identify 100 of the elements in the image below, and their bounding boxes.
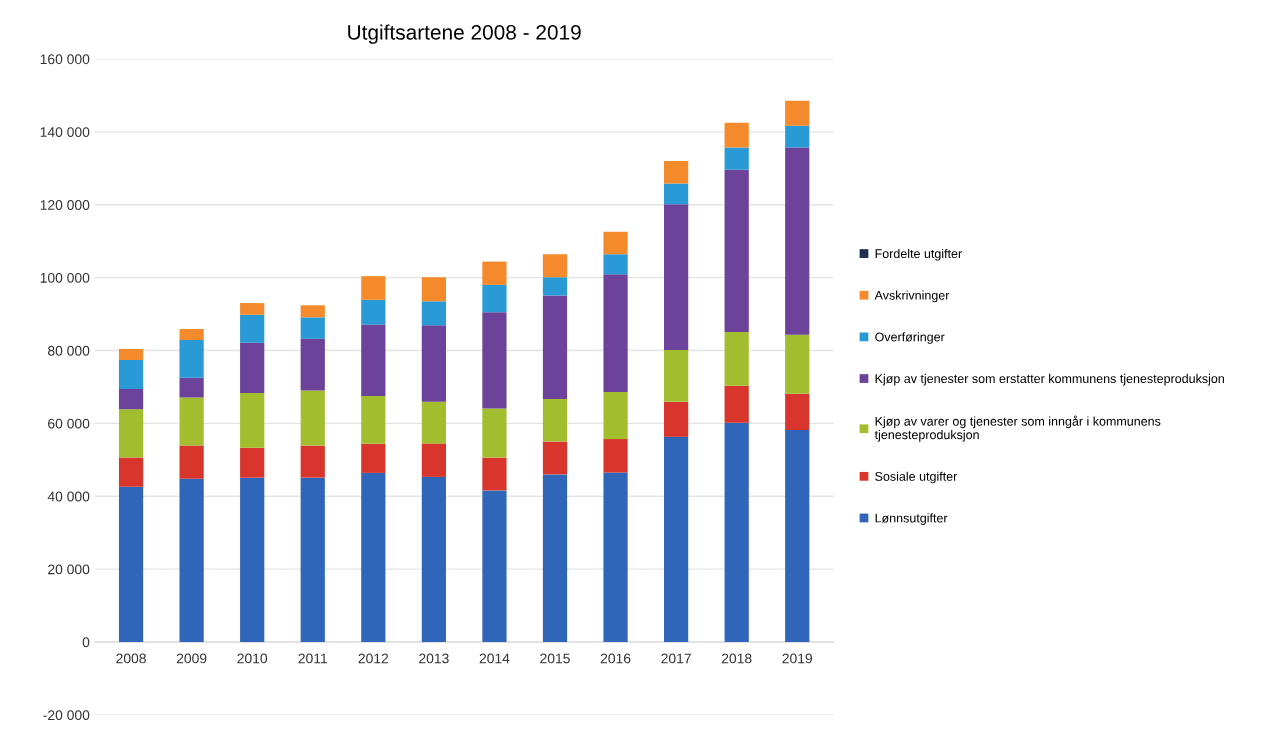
bar (179, 445, 204, 479)
bar (361, 472, 386, 643)
bar (603, 392, 628, 440)
bar (603, 439, 628, 473)
bar (361, 324, 386, 397)
bar (785, 125, 810, 148)
bar (361, 299, 386, 325)
x-tick-label: 2016 (600, 653, 631, 664)
x-tick-label: 2011 (298, 653, 328, 664)
bar (785, 100, 810, 126)
bar (240, 477, 265, 643)
x-tick-label: 2017 (661, 653, 691, 664)
y-tick-label: 80 000 (47, 345, 90, 356)
bar (542, 474, 568, 643)
x-tick-label: 2014 (479, 653, 510, 664)
bar (542, 254, 568, 278)
y-tick-label: 100 000 (40, 272, 90, 283)
bar (785, 429, 810, 643)
bar (724, 385, 749, 423)
legend-label: Overføringer (875, 332, 945, 344)
y-tick-label: 20 000 (48, 564, 90, 575)
bar (361, 276, 386, 300)
bar (724, 147, 749, 170)
bar (664, 183, 689, 205)
bar (179, 397, 204, 446)
bar (118, 409, 144, 458)
bar (785, 334, 810, 394)
legend-label: Lønnsutgifter (875, 513, 948, 525)
x-tick-label: 2012 (358, 653, 389, 664)
bar (664, 160, 689, 184)
bar (664, 401, 689, 437)
bar (240, 314, 265, 343)
bar (724, 122, 749, 148)
bar (603, 254, 628, 275)
bar (482, 408, 507, 458)
bar (603, 274, 628, 393)
bar (300, 477, 325, 643)
y-tick-label: 140 000 (40, 127, 90, 138)
bar (421, 401, 446, 444)
bar (482, 490, 507, 643)
bar (179, 339, 204, 378)
legend-label: Sosiale utgifter (875, 471, 958, 484)
bar (118, 359, 144, 390)
bar (300, 305, 325, 318)
x-tick-label: 2010 (237, 653, 268, 664)
y-tick-label: 40 000 (47, 491, 90, 502)
bar (118, 486, 144, 643)
x-tick-label: 2009 (176, 653, 207, 664)
bar (482, 284, 507, 313)
bar (542, 398, 568, 442)
bar (603, 231, 628, 255)
bar (664, 350, 689, 402)
x-tick-label: 2018 (721, 653, 752, 664)
bar (421, 476, 446, 643)
bar (664, 436, 689, 643)
bar (361, 443, 386, 473)
y-tick-label: -20 000 (43, 710, 90, 721)
bar (118, 457, 144, 487)
bar (421, 443, 446, 477)
bar (240, 447, 265, 478)
bar (482, 457, 507, 491)
bar (361, 396, 386, 444)
bar (118, 389, 144, 410)
bar (603, 472, 628, 643)
bar (664, 204, 689, 351)
bar (421, 301, 446, 326)
bar (300, 338, 325, 391)
bar (240, 303, 265, 315)
bar (179, 328, 204, 340)
bar (300, 445, 325, 478)
bar (724, 422, 749, 643)
legend-label: Fordelte utgifter (875, 248, 962, 261)
chart-title: Utgiftsartene 2008 - 2019 (348, 24, 581, 44)
x-tick-label: 2013 (419, 653, 449, 664)
bar (724, 169, 749, 332)
x-tick-label: 2008 (116, 653, 146, 664)
bar (300, 317, 325, 339)
legend-label: Avskrivninger (874, 290, 950, 303)
bar (240, 393, 265, 448)
bar (785, 147, 810, 335)
legend-label: Kjøp av varer og tjenester som inngår i kommunens tjenesteproduksjon (874, 415, 1161, 442)
y-tick-label: 160 000 (40, 54, 90, 65)
y-tick-label: 0 (82, 637, 90, 648)
bar (179, 478, 204, 643)
bar (542, 295, 568, 399)
bar (482, 261, 507, 285)
bar (179, 377, 204, 398)
bar (482, 312, 507, 409)
bar (542, 441, 568, 475)
y-tick-label: 120 000 (40, 200, 90, 210)
x-tick-label: 2015 (540, 653, 570, 664)
x-tick-label: 2019 (782, 653, 813, 664)
y-tick-label: 60 000 (48, 418, 90, 429)
legend-label: Kjøp av tjenester som erstatter kommunens tjenesteproduksjon (875, 373, 1224, 386)
bar (118, 349, 144, 360)
bar (240, 342, 265, 394)
bar (300, 390, 325, 446)
bar (421, 277, 446, 302)
bar (542, 277, 568, 296)
bar (785, 393, 810, 430)
